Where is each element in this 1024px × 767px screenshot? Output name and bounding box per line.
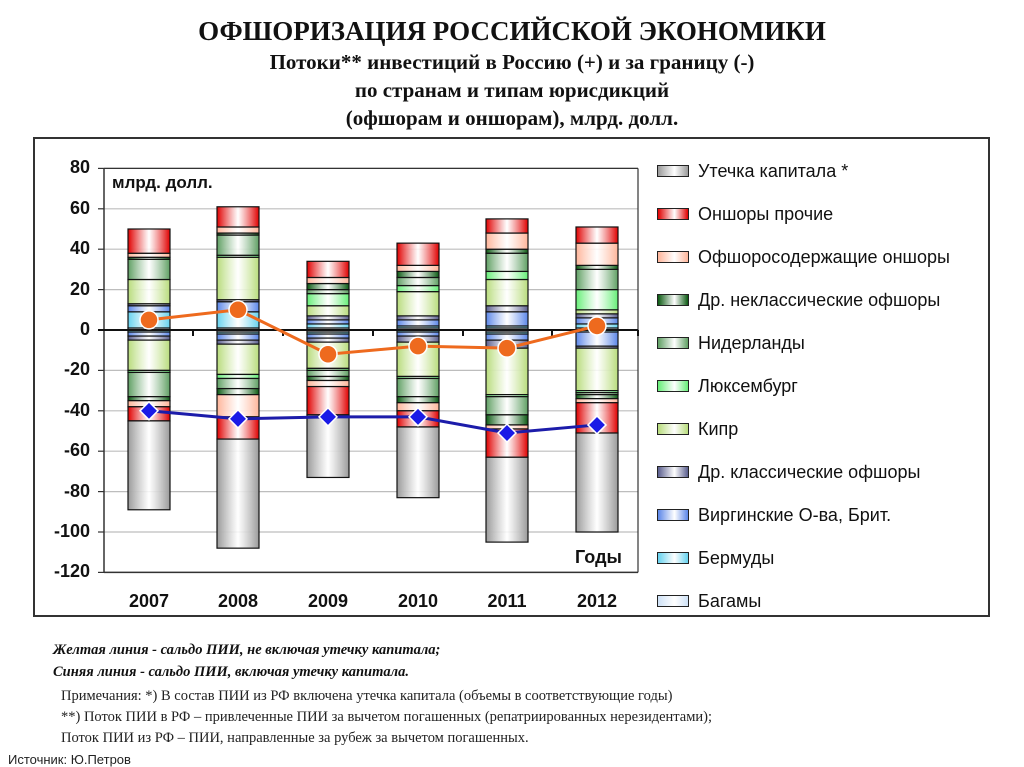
unit-label: млрд. долл. <box>112 173 213 192</box>
footnote-3: Поток ПИИ из РФ – ПИИ, направленные за р… <box>61 730 529 746</box>
green-swatch-icon <box>657 337 689 349</box>
dark-green-swatch-icon <box>657 294 689 306</box>
chart-subtitle-line1: Потоки** инвестиций в Россию (+) и за гр… <box>269 50 755 74</box>
legend-label: Багамы <box>698 590 762 611</box>
legend-item: Офшоросодержащие оншоры <box>657 246 950 268</box>
legend-label: Утечка капитала * <box>698 160 849 181</box>
y-tick-label: 80 <box>69 157 90 178</box>
blue-swatch-icon <box>657 509 689 521</box>
legend-label: Виргинские О-ва, Брит. <box>698 504 892 525</box>
y-tick-label: 60 <box>69 197 90 218</box>
x-tick-label: 2007 <box>128 591 170 611</box>
red-swatch-icon <box>657 208 689 220</box>
legend-label: Офшоросодержащие оншоры <box>698 246 950 267</box>
footnote-1: Примечания: *) В состав ПИИ из РФ включе… <box>61 688 673 704</box>
legend-item: Др. неклассические офшоры <box>657 289 940 311</box>
legend-label: Др. классические офшоры <box>698 461 921 482</box>
legend-item: Виргинские О-ва, Брит. <box>657 504 891 526</box>
legend-label: Люксембург <box>698 375 798 396</box>
legend-item: Утечка капитала * <box>657 160 848 182</box>
legend-item: Бермуды <box>657 547 774 569</box>
legend-item: Люксембург <box>657 375 798 397</box>
cyan-swatch-icon <box>657 552 689 564</box>
x-tick-label: 2008 <box>217 591 259 611</box>
x-tick-label: 2012 <box>576 591 618 611</box>
y-tick-label: 40 <box>69 238 90 259</box>
gray-swatch-icon <box>657 165 689 177</box>
legend-item: Багамы <box>657 590 761 612</box>
blue-line-note: Синяя линия - сальдо ПИИ, включая утечку… <box>53 664 409 680</box>
light-green-swatch-icon <box>657 380 689 392</box>
source-credit: Источник: Ю.Петров <box>8 752 131 767</box>
legend-label: Бермуды <box>698 547 775 568</box>
yellow-green-swatch-icon <box>657 423 689 435</box>
legend-label: Оншоры прочие <box>698 203 834 224</box>
y-tick-label: 20 <box>69 278 90 299</box>
legend-item: Нидерланды <box>657 332 805 354</box>
y-tick-label: 0 <box>79 319 90 339</box>
x-tick-label: 2009 <box>307 591 349 611</box>
chart-subtitle-line3: (офшорам и оншорам), млрд. долл. <box>345 106 679 130</box>
legend-item: Кипр <box>657 418 738 440</box>
y-tick-label: -40 <box>63 399 90 420</box>
x-tick-label: 2011 <box>487 591 527 611</box>
yellow-line-note: Желтая линия - сальдо ПИИ, не включая ут… <box>53 642 441 658</box>
legend-label: Кипр <box>698 418 739 439</box>
y-tick-label: -80 <box>63 480 90 501</box>
legend-label: Др. неклассические офшоры <box>698 289 941 310</box>
y-tick-label: -20 <box>63 359 90 380</box>
x-axis-title: Годы <box>575 547 622 567</box>
x-tick-label: 2010 <box>397 591 439 611</box>
chart-title-block: ОФШОРИЗАЦИЯ РОССИЙСКОЙ ЭКОНОМИКИ Потоки*… <box>0 14 1024 132</box>
salmon-swatch-icon <box>657 251 689 263</box>
y-tick-label: -120 <box>53 561 90 582</box>
y-tick-label: -100 <box>53 521 90 541</box>
chart-title: ОФШОРИЗАЦИЯ РОССИЙСКОЙ ЭКОНОМИКИ <box>198 16 826 46</box>
chart-frame <box>33 137 990 617</box>
chart-subtitle-line2: по странам и типам юрисдикций <box>354 78 670 102</box>
y-tick-label: -60 <box>63 440 90 461</box>
navy-swatch-icon <box>657 466 689 478</box>
pale-blue-swatch-icon <box>657 595 689 607</box>
footnote-2: **) Поток ПИИ в РФ – привлеченные ПИИ за… <box>61 709 713 725</box>
legend-item: Др. классические офшоры <box>657 461 920 483</box>
legend-item: Оншоры прочие <box>657 203 833 225</box>
legend-label: Нидерланды <box>698 332 805 353</box>
